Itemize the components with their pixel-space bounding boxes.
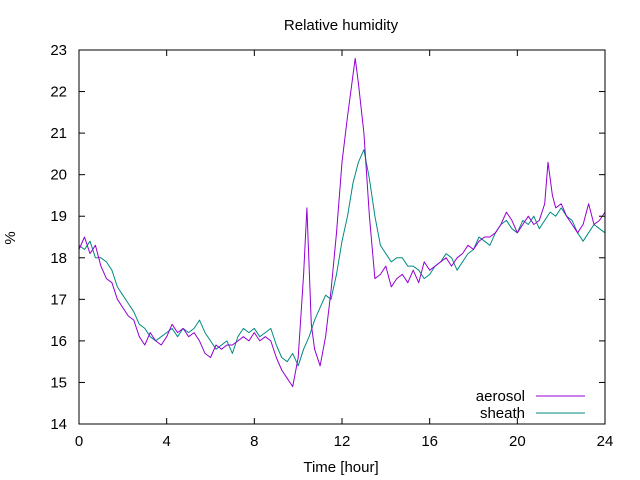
y-tick-label: 15 <box>50 374 67 391</box>
y-tick-label: 17 <box>50 291 67 308</box>
y-axis-label: % <box>2 231 19 244</box>
x-tick-label: 0 <box>75 433 83 450</box>
plot-frame <box>78 49 606 425</box>
chart-title: Relative humidity <box>284 17 399 34</box>
y-tick-label: 14 <box>50 416 67 433</box>
x-tick-label: 20 <box>509 433 526 450</box>
x-tick-label: 24 <box>597 433 614 450</box>
y-tick-label: 19 <box>50 208 67 225</box>
y-tick-label: 23 <box>50 42 67 59</box>
y-tick-label: 20 <box>50 167 67 184</box>
y-tick-label: 18 <box>50 250 67 267</box>
ticks-layer: 0 4 8 12 16 20 24 14 15 16 17 18 19 20 21 22 23 <box>50 42 613 450</box>
x-tick-label: 12 <box>334 433 351 450</box>
x-tick-label: 8 <box>250 433 258 450</box>
series-line-aerosol <box>78 57 606 388</box>
x-axis-label: Time [hour] <box>303 459 378 476</box>
y-tick-label: 16 <box>50 333 67 350</box>
x-tick-label: 16 <box>421 433 438 450</box>
y-tick-label: 21 <box>50 125 67 142</box>
series-layer <box>78 57 606 388</box>
x-tick-label: 4 <box>162 433 170 450</box>
legend-label-aerosol: aerosol <box>476 388 525 405</box>
y-tick-label: 22 <box>50 84 67 101</box>
series-line-sheath <box>78 149 606 367</box>
legend-label-sheath: sheath <box>480 405 525 422</box>
